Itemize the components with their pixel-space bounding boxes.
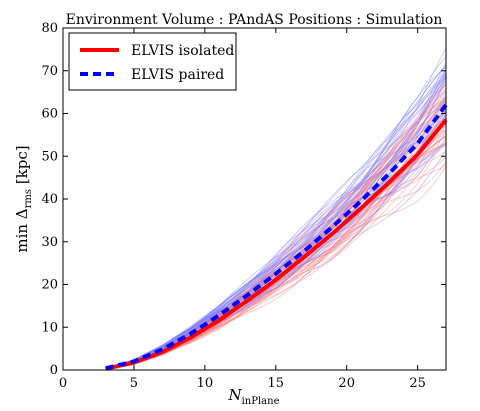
realization-line: [105, 62, 447, 369]
x-tick-label: 10: [197, 376, 214, 391]
x-tick-label: 15: [268, 376, 285, 391]
realization-line: [105, 65, 447, 369]
realization-line: [105, 101, 447, 369]
realization-line: [105, 143, 447, 370]
y-tick-label: 0: [50, 363, 58, 378]
realization-line: [105, 79, 447, 369]
realization-line: [105, 136, 447, 370]
realization-line: [105, 75, 447, 369]
realization-line: [105, 77, 447, 369]
realization-line: [105, 76, 447, 369]
realization-line: [105, 98, 447, 369]
realization-line: [105, 90, 447, 369]
realization-line: [105, 102, 447, 370]
realization-line: [105, 98, 447, 369]
realization-line: [105, 76, 447, 369]
legend: ELVIS isolated ELVIS paired: [68, 32, 237, 91]
chart-title: Environment Volume : PAndAS Positions : …: [66, 12, 443, 28]
y-tick-label: 10: [41, 320, 58, 335]
x-tick-label: 5: [130, 376, 138, 391]
legend-box: [68, 32, 237, 91]
realization-line: [105, 150, 447, 370]
realization-line: [105, 82, 447, 369]
realization-line: [105, 135, 447, 370]
realization-line: [105, 166, 447, 370]
x-tick-label: 20: [338, 376, 355, 391]
realization-line: [105, 66, 447, 369]
realization-line: [105, 99, 447, 369]
x-axis-title: NinPlane: [227, 386, 279, 407]
realization-line: [105, 47, 447, 369]
y-tick-label: 40: [41, 192, 58, 207]
realization-line: [105, 75, 447, 369]
realization-line: [105, 65, 447, 369]
realization-line: [105, 68, 447, 369]
series-lines: [105, 103, 448, 371]
realization-line: [105, 98, 447, 370]
realization-line: [105, 95, 447, 369]
realization-line: [105, 161, 447, 370]
y-tick-label: 80: [41, 21, 58, 36]
realization-line: [105, 84, 447, 369]
y-tick-label: 70: [41, 64, 58, 79]
y-tick-label: 30: [41, 235, 58, 250]
realization-line: [105, 74, 447, 369]
realization-line: [105, 84, 447, 369]
series-line-isolated: [105, 118, 448, 371]
realization-line: [105, 136, 447, 370]
realization-line: [105, 90, 447, 369]
realization-line: [105, 120, 447, 369]
realization-line: [105, 72, 447, 369]
x-axis: 0 5 10 15 20 25: [59, 28, 426, 391]
realization-line: [105, 56, 447, 369]
realization-bands: [105, 47, 447, 370]
y-axis-title: min Δrms [kpc]: [13, 145, 34, 252]
realization-line: [105, 81, 447, 369]
y-tick-label: 20: [41, 278, 58, 293]
y-axis: 0 10 20 30 40 50 60 70 80: [41, 21, 446, 378]
realization-line: [105, 69, 447, 369]
realization-line: [105, 135, 447, 370]
realization-line: [105, 80, 447, 369]
realization-line: [105, 70, 447, 369]
y-tick-label: 60: [41, 107, 58, 122]
series-line-paired: [105, 103, 448, 371]
legend-label-isolated: ELVIS isolated: [131, 43, 234, 59]
legend-label-paired: ELVIS paired: [131, 67, 224, 83]
x-tick-label: 0: [59, 376, 67, 391]
realization-line: [105, 73, 447, 369]
y-tick-label: 50: [41, 149, 58, 164]
realization-line: [105, 110, 447, 369]
realization-line: [105, 72, 447, 369]
realization-line: [105, 112, 447, 369]
x-tick-label: 25: [409, 376, 426, 391]
